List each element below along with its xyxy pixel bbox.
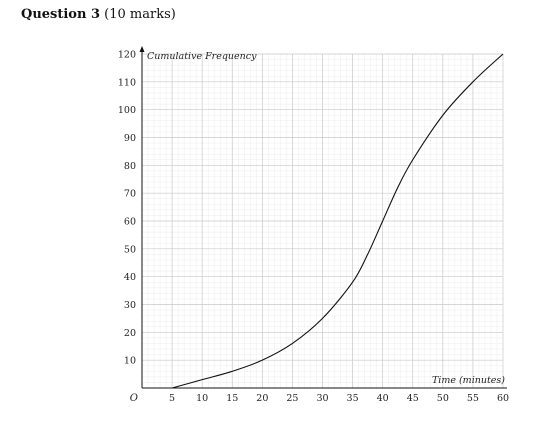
y-tick-label: 80 xyxy=(124,161,136,172)
y-tick-labels: 10 20 30 40 50 60 70 80 90 100 110 120 xyxy=(118,50,136,367)
x-tick-label: 35 xyxy=(347,393,359,404)
y-tick-label: 40 xyxy=(124,272,136,283)
x-tick-label: 40 xyxy=(377,393,389,404)
x-axis-title: Time (minutes) xyxy=(432,375,505,386)
x-tick-label: 50 xyxy=(437,393,449,404)
x-tick-label: 10 xyxy=(196,393,208,404)
question-marks: (10 marks) xyxy=(104,7,176,22)
x-tick-label: 15 xyxy=(226,393,238,404)
y-tick-label: 70 xyxy=(124,189,136,200)
x-tick-label: 25 xyxy=(286,393,298,404)
y-tick-label: 10 xyxy=(124,356,136,367)
y-tick-label: 20 xyxy=(124,328,136,339)
x-tick-label: 20 xyxy=(256,393,268,404)
x-tick-labels: 5 10 15 20 25 30 35 40 45 50 55 60 xyxy=(169,393,509,404)
y-tick-label: 110 xyxy=(118,77,136,88)
series-line-0 xyxy=(171,53,504,389)
x-tick-label: 55 xyxy=(467,393,479,404)
x-tick-label: 45 xyxy=(407,393,419,404)
question-header: Question 3 (10 marks) xyxy=(21,7,176,22)
axes xyxy=(139,46,507,389)
y-tick-label: 50 xyxy=(124,244,136,255)
x-tick-label: 30 xyxy=(316,393,328,404)
grid-major xyxy=(142,53,504,388)
y-axis-title: Cumulative Frequency xyxy=(147,51,257,62)
series-group xyxy=(171,53,504,389)
question-label: Question 3 xyxy=(21,7,101,22)
y-tick-label: 100 xyxy=(118,105,136,116)
y-tick-label: 30 xyxy=(124,300,136,311)
y-tick-label: 90 xyxy=(124,133,136,144)
x-tick-label: 5 xyxy=(169,393,175,404)
origin-label: O xyxy=(130,393,138,404)
y-tick-label: 60 xyxy=(124,217,136,228)
y-tick-label: 120 xyxy=(118,50,136,61)
y-axis-arrow xyxy=(139,46,145,52)
x-tick-label: 60 xyxy=(497,393,509,404)
